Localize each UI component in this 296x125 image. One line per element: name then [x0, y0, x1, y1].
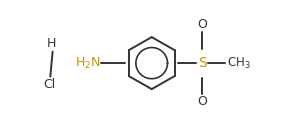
Text: S: S [198, 56, 207, 70]
Text: H$_2$N: H$_2$N [75, 56, 100, 71]
Text: O: O [197, 18, 207, 31]
Text: Cl: Cl [44, 78, 56, 91]
Text: H: H [47, 37, 57, 50]
Text: CH$_3$: CH$_3$ [227, 56, 251, 71]
Text: O: O [197, 95, 207, 108]
